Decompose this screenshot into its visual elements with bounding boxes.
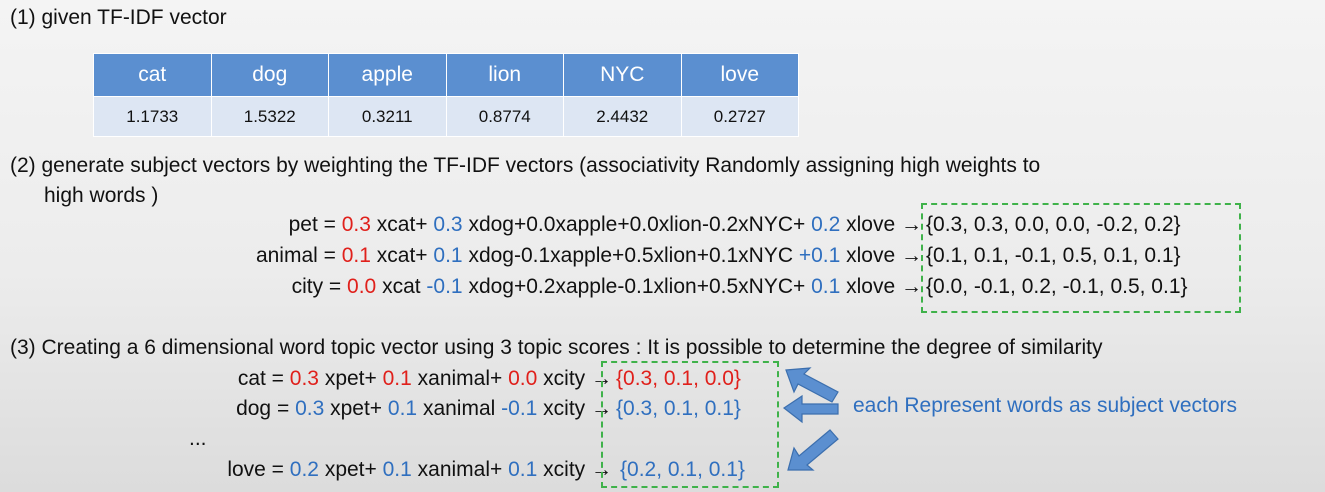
coefficient: 0.3 (289, 367, 319, 390)
word-vectors-highlight-box (601, 361, 779, 488)
coefficient: -0.1 (426, 275, 463, 298)
table-cell: 0.3211 (328, 96, 447, 137)
equation-lhs: love (227, 458, 266, 481)
equation-term: xcat+ (370, 213, 434, 236)
coefficient: 0.0 (508, 367, 538, 390)
coefficient: 0.2 (811, 213, 841, 236)
coefficient: 0.1 (433, 244, 463, 267)
table-cell: 0.2727 (680, 96, 799, 137)
arrow-label: each Represent words as subject vectors (853, 394, 1238, 417)
coefficient: +0.1 (798, 244, 841, 267)
equation-term: xcity → (537, 458, 612, 481)
section2-heading-line1: (2) generate subject vectors by weightin… (10, 154, 1041, 177)
coefficient: 0.1 (341, 244, 371, 267)
equation-row: cat = 0.3 xpet+ 0.1 xanimal+ 0.0 xcity → (0, 366, 612, 392)
table-header-cell: love (680, 53, 799, 97)
tfidf-table: cat dog apple lion NYC love 1.1733 1.532… (93, 53, 799, 137)
equation-lhs: city (291, 275, 324, 298)
table-header-cell: NYC (563, 53, 682, 97)
equation-row: dog = 0.3 xpet+ 0.1 xanimal -0.1 xcity → (0, 396, 612, 422)
subject-vectors-highlight-box (921, 203, 1241, 313)
coefficient: 0.2 (289, 458, 319, 481)
equation-term: xpet+ (318, 458, 383, 481)
equation-term: xcat+ (370, 244, 434, 267)
coefficient: 0.1 (382, 367, 412, 390)
arrow-left-up-icon (785, 367, 839, 403)
subject-vector: {0.3, 0.3, 0.0, 0.0, -0.2, 0.2} (926, 213, 1181, 236)
word-topic-vector: {0.3, 0.1, 0.1} (616, 397, 741, 420)
table-cell: 1.1733 (93, 96, 212, 137)
coefficient: 0.1 (387, 397, 418, 420)
section1-heading: (1) given TF-IDF vector (10, 6, 227, 29)
table-header-cell: lion (445, 53, 564, 97)
coefficient: -0.1 (501, 397, 538, 420)
subject-vector: {0.0, -0.1, 0.2, -0.1, 0.5, 0.1} (926, 275, 1188, 298)
section2-heading-line2: high words ) (44, 184, 159, 207)
equation-term: xpet+ (324, 397, 388, 420)
equation-term: xdog+0.2xapple-0.1xlion+0.5xNYC+ (462, 275, 812, 298)
equation-equals: = (323, 275, 348, 298)
word-topic-vector: {0.2, 0.1, 0.1} (620, 458, 745, 481)
equation-row: love = 0.2 xpet+ 0.1 xanimal+ 0.1 xcity … (0, 457, 612, 483)
equation-term: xpet+ (318, 367, 383, 390)
equation-lhs: animal (255, 244, 318, 267)
arrow-left-icon (782, 394, 839, 424)
equation-row: city = 0.0 xcat -0.1 xdog+0.2xapple-0.1x… (0, 274, 922, 300)
table-cell: 0.8774 (445, 96, 564, 137)
equation-equals: = (317, 213, 342, 236)
coefficient: 0.1 (811, 275, 841, 298)
equation-term: xcity → (537, 397, 612, 420)
equation-equals: = (265, 458, 290, 481)
table-header-cell: apple (328, 53, 447, 97)
equation-equals: = (317, 244, 342, 267)
equation-lhs: dog (236, 397, 272, 420)
equation-lhs: cat (237, 367, 266, 390)
equation-term: xcity → (537, 367, 612, 390)
equation-term: xanimal (417, 397, 502, 420)
table-header-cell: dog (210, 53, 329, 97)
block-arrows (782, 367, 839, 471)
table-cell: 1.5322 (210, 96, 329, 137)
equation-term: xanimal+ (411, 458, 509, 481)
coefficient: 0.3 (295, 397, 325, 420)
equation-term: xdog+0.0xapple+0.0xlion-0.2xNYC+ (462, 213, 812, 236)
equation-row: pet = 0.3 xcat+ 0.3 xdog+0.0xapple+0.0xl… (0, 212, 922, 238)
coefficient: 0.1 (508, 458, 538, 481)
equation-term: xlove → (840, 213, 922, 236)
coefficient: 0.0 (347, 275, 377, 298)
coefficient: 0.1 (382, 458, 412, 481)
coefficient: 0.3 (433, 213, 463, 236)
coefficient: 0.3 (341, 213, 371, 236)
equation-term: xanimal+ (411, 367, 509, 390)
subject-vector: {0.1, 0.1, -0.1, 0.5, 0.1, 0.1} (926, 244, 1181, 267)
table-cell: 2.4432 (563, 96, 682, 137)
equation-term: xdog-0.1xapple+0.5xlion+0.1xNYC (462, 244, 799, 267)
equation-lhs: pet (288, 213, 318, 236)
equation-term: xlove → (840, 275, 922, 298)
word-topic-vector: {0.3, 0.1, 0.0} (616, 367, 741, 390)
equation-term: xcat (376, 275, 427, 298)
equation-term: xlove → (840, 244, 922, 267)
section3-heading: (3) Creating a 6 dimensional word topic … (10, 336, 1103, 359)
equation-row: animal = 0.1 xcat+ 0.1 xdog-0.1xapple+0.… (0, 243, 922, 269)
equation-equals: = (271, 397, 296, 420)
ellipsis: ... (189, 427, 207, 450)
table-header-cell: cat (93, 53, 212, 97)
arrow-left-down-icon (787, 429, 839, 471)
equation-equals: = (265, 367, 290, 390)
table-header-row: cat dog apple lion NYC love (93, 53, 799, 97)
table-row: 1.1733 1.5322 0.3211 0.8774 2.4432 0.272… (93, 96, 799, 137)
